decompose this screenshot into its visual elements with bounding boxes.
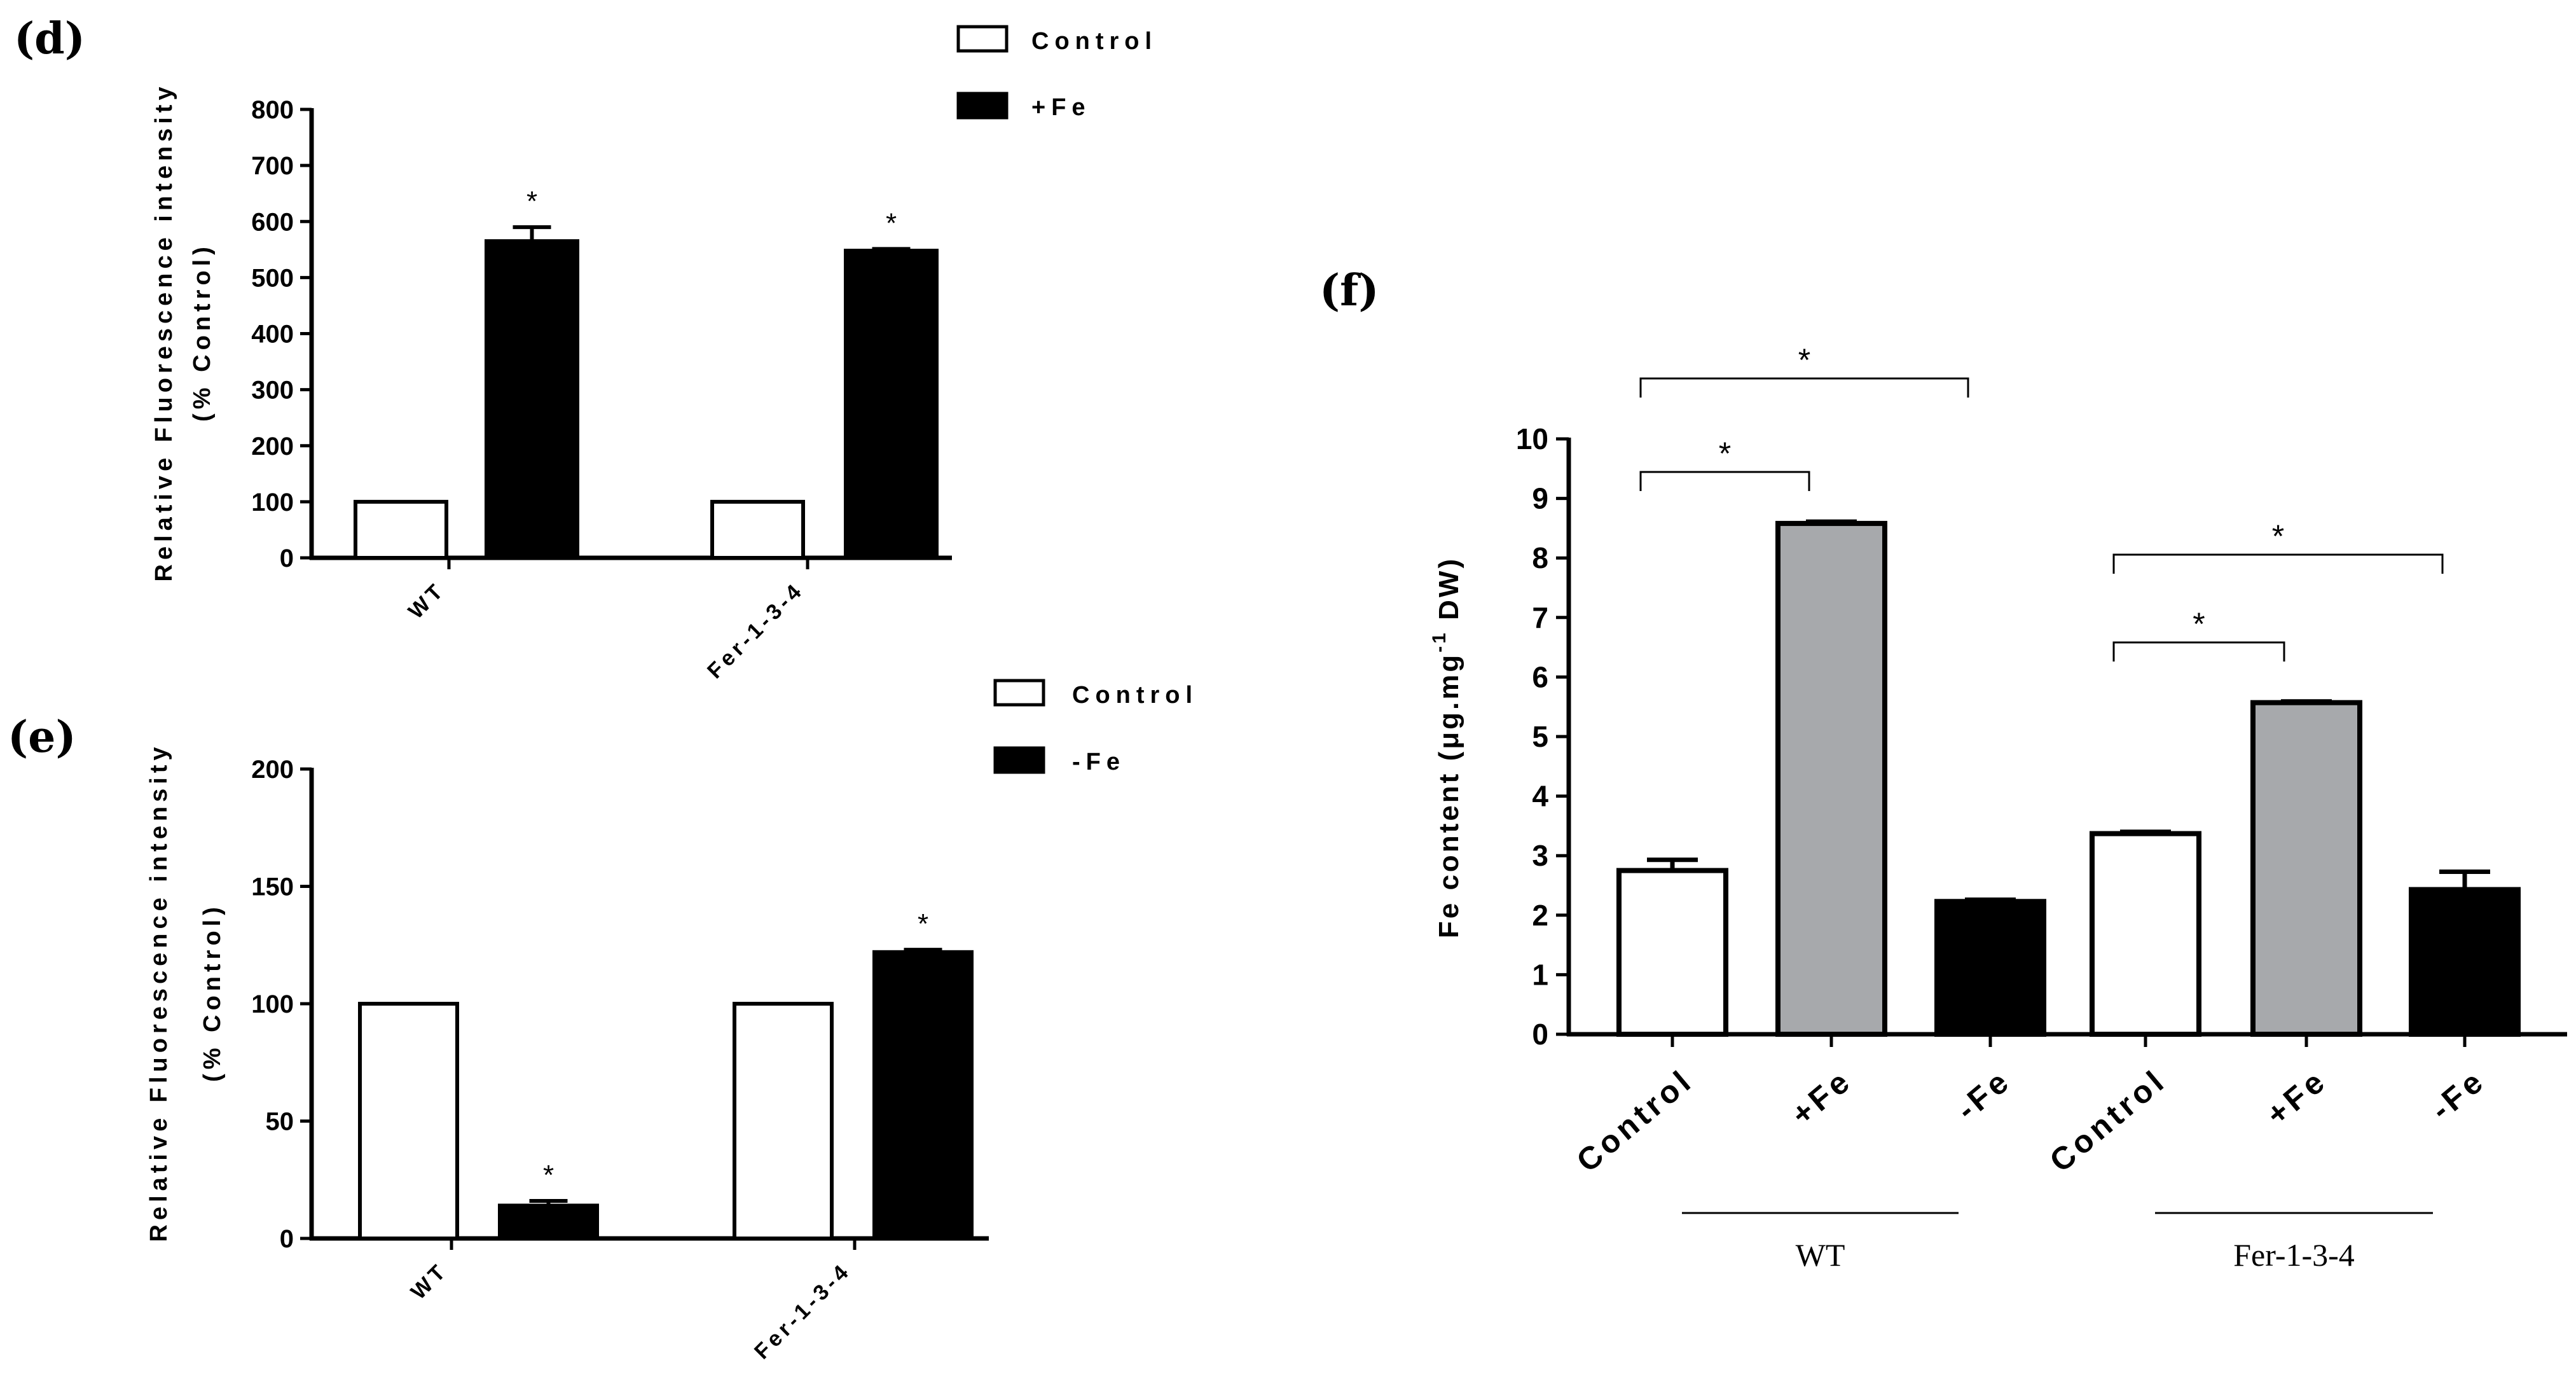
y-tick-label: 100 bbox=[251, 990, 294, 1018]
x-category-label: Control bbox=[2043, 1062, 2173, 1179]
y-tick-label: 200 bbox=[251, 433, 294, 461]
bar bbox=[498, 1203, 599, 1240]
y-tick-label: 300 bbox=[251, 377, 294, 405]
bar bbox=[358, 1002, 459, 1240]
bar bbox=[2090, 831, 2201, 1037]
group-label: WT bbox=[1796, 1237, 1845, 1273]
y-tick-label: 700 bbox=[251, 152, 294, 180]
bar bbox=[2409, 887, 2521, 1037]
significance-star: * bbox=[918, 908, 928, 939]
y-tick-label: 8 bbox=[1532, 541, 1548, 574]
significance-star: * bbox=[543, 1160, 554, 1191]
bar bbox=[1934, 899, 2046, 1037]
legend-label-control: Control bbox=[1072, 682, 1198, 709]
y-tick-label: 1 bbox=[1532, 958, 1548, 991]
y-tick-label: 800 bbox=[251, 96, 294, 124]
y-tick-label: 3 bbox=[1532, 839, 1548, 872]
y-tick-label: 150 bbox=[251, 873, 294, 901]
y-tick-label: 7 bbox=[1532, 601, 1548, 634]
significance-bracket bbox=[2112, 553, 2444, 574]
bar bbox=[710, 499, 805, 560]
y-tick-label: 4 bbox=[1532, 780, 1548, 813]
significance-bracket bbox=[1639, 377, 1969, 398]
significance-star: * bbox=[2193, 606, 2205, 642]
y-tick-label: 9 bbox=[1532, 482, 1548, 515]
y-tick-label: 100 bbox=[251, 489, 294, 516]
bar bbox=[354, 499, 448, 560]
y-tick-label: 5 bbox=[1532, 720, 1548, 753]
x-category-label: -Fe bbox=[1950, 1062, 2018, 1128]
y-tick-label: 400 bbox=[251, 321, 294, 349]
y-tick-label: 2 bbox=[1532, 899, 1548, 932]
significance-bracket bbox=[1639, 471, 1810, 491]
y-tick-label: 500 bbox=[251, 264, 294, 292]
panel-e-legend: Control -Fe bbox=[993, 679, 1198, 775]
y-tick-label: 6 bbox=[1532, 660, 1548, 693]
bar bbox=[872, 950, 974, 1240]
panel-f-letter: (f) bbox=[1319, 265, 1379, 316]
legend-swatch-minus-fe bbox=[993, 746, 1045, 774]
panel-f-chart: 0 1 2 3 4 5 6 7 8 9 10 Control +Fe -Fe Control +Fe -Fe WT… bbox=[1516, 342, 2567, 1273]
significance-star: * bbox=[1719, 436, 1731, 471]
panel-e-letter: (e) bbox=[8, 712, 76, 763]
panel-e-ylabel-line1: Relative Fluorescence intensity bbox=[146, 742, 172, 1242]
significance-star: * bbox=[1798, 342, 1810, 378]
x-category-label: +Fe bbox=[2259, 1062, 2334, 1133]
bar bbox=[844, 249, 939, 560]
y-tick-label: 200 bbox=[251, 756, 294, 784]
x-category-label: Fer-1-3-4 bbox=[703, 578, 809, 684]
bar bbox=[733, 1002, 834, 1240]
y-tick-label: 0 bbox=[1532, 1018, 1548, 1051]
panel-e-ylabel: Relative Fluorescence intensity (% Contr… bbox=[146, 742, 226, 1242]
panel-f-ylabel-main: Fe content (μg.mg bbox=[1433, 653, 1464, 938]
panel-e-ylabel-line2: (% Control) bbox=[199, 903, 226, 1082]
panel-f-ylabel: Fe content (μg.mg-1 DW) bbox=[1429, 557, 1464, 938]
legend-swatch-control bbox=[993, 679, 1045, 707]
bar bbox=[1616, 868, 1728, 1037]
legend-label-plus-fe: +Fe bbox=[1031, 94, 1091, 121]
y-tick-label: 10 bbox=[1516, 422, 1548, 455]
legend-swatch-plus-fe bbox=[956, 92, 1009, 120]
panel-d-chart: 0 100 200 300 400 500 600 700 800 WT * Fer-1-3-4 * bbox=[251, 96, 952, 683]
legend-swatch-control bbox=[956, 25, 1009, 53]
x-category-label: +Fe bbox=[1784, 1062, 1859, 1133]
y-tick-label: 0 bbox=[280, 544, 294, 572]
group-label: Fer-1-3-4 bbox=[2233, 1237, 2355, 1273]
panel-f-ylabel-text: Fe content (μg.mg-1 DW) bbox=[1429, 557, 1464, 938]
legend-label-minus-fe: -Fe bbox=[1072, 749, 1126, 775]
panel-e-chart: 0 50 100 150 200 WT * Fer-1-3-4 * bbox=[251, 756, 989, 1364]
significance-bracket bbox=[2112, 641, 2285, 662]
significance-star: * bbox=[2272, 518, 2284, 554]
x-category-label: WT bbox=[406, 1258, 453, 1305]
legend-label-control: Control bbox=[1031, 28, 1157, 55]
x-category-label: Fer-1-3-4 bbox=[750, 1258, 856, 1364]
panel-d-ylabel: Relative Fluorescence intensity (% Contr… bbox=[151, 82, 216, 581]
x-category-label: -Fe bbox=[2424, 1062, 2492, 1128]
y-tick-label: 50 bbox=[266, 1108, 294, 1136]
significance-star: * bbox=[527, 186, 537, 217]
bar bbox=[1775, 520, 1887, 1037]
panel-f-ylabel-sup: -1 bbox=[1429, 630, 1450, 653]
panel-d-letter: (d) bbox=[14, 13, 85, 64]
y-tick-label: 0 bbox=[280, 1225, 294, 1253]
bar bbox=[485, 239, 579, 560]
bar bbox=[2250, 700, 2362, 1037]
panel-d-legend: Control +Fe bbox=[956, 25, 1157, 121]
panel-f-ylabel-end: DW) bbox=[1433, 557, 1464, 630]
x-category-label: WT bbox=[404, 578, 450, 624]
significance-star: * bbox=[886, 207, 897, 239]
panel-d-ylabel-line1: Relative Fluorescence intensity bbox=[151, 82, 177, 581]
y-tick-label: 600 bbox=[251, 208, 294, 236]
x-category-label: Control bbox=[1570, 1062, 1700, 1179]
panel-d-ylabel-line2: (% Control) bbox=[189, 242, 216, 422]
